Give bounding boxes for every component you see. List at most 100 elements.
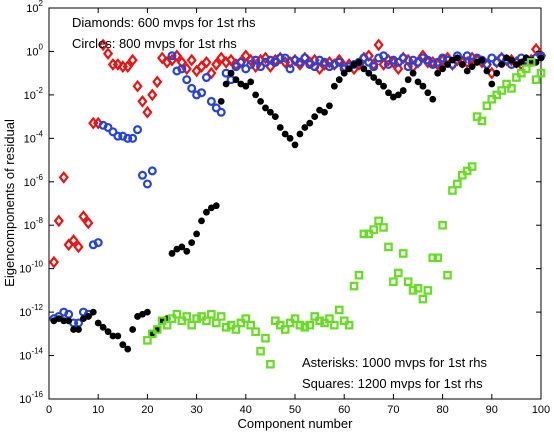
diamond-point	[157, 51, 168, 65]
square-point	[428, 253, 438, 263]
diamond-point	[78, 210, 89, 223]
circle-point	[103, 122, 113, 132]
square-point	[492, 90, 502, 100]
y-tick-base: 10	[19, 351, 31, 363]
asterisk-point	[70, 326, 77, 333]
x-tick-label: 80	[436, 404, 448, 416]
y-axis-title: Eigencomponents of residual	[2, 119, 17, 287]
square-point	[256, 346, 265, 356]
asterisk-point	[168, 250, 176, 257]
square-point	[231, 325, 241, 334]
square-point	[462, 166, 472, 176]
annotation-diamonds: Diamonds: 600 mvps for 1st rhs	[72, 15, 256, 30]
circle-point	[413, 57, 423, 67]
y-tick-base: 10	[24, 133, 36, 145]
y-tick-base: 10	[24, 177, 36, 189]
asterisk-point	[409, 69, 417, 77]
diamond-point	[73, 240, 84, 254]
y-tick-label: 10-4	[24, 129, 44, 145]
circle-point	[320, 57, 330, 67]
square-point	[152, 325, 162, 334]
square-point	[487, 94, 497, 104]
square-point	[172, 309, 182, 319]
asterisk-point	[65, 317, 73, 325]
asterisk-point	[203, 208, 210, 216]
square-point	[226, 320, 236, 330]
square-point	[275, 320, 285, 330]
circle-point	[147, 166, 157, 176]
asterisk-point	[267, 108, 274, 116]
square-point	[536, 68, 546, 78]
x-tick-label: 50	[289, 404, 301, 416]
asterisk-point	[311, 113, 319, 121]
square-point	[251, 327, 260, 336]
square-point	[285, 318, 295, 328]
circle-point	[187, 83, 197, 93]
asterisk-point	[281, 130, 289, 138]
square-point	[394, 268, 403, 278]
diamond-point	[142, 105, 153, 119]
square-point	[457, 170, 467, 180]
diamond-point	[58, 171, 69, 184]
asterisk-point	[493, 69, 501, 77]
y-axis: 10210010-210-410-610-810-1010-1210-1410-…	[19, 0, 541, 406]
circle-point	[423, 55, 433, 65]
circle-point	[403, 62, 413, 72]
circle-point	[167, 51, 177, 61]
asterisk-point	[222, 80, 230, 88]
plot-area	[48, 7, 542, 400]
asterisk-point	[286, 134, 294, 142]
asterisk-point	[385, 89, 392, 97]
asterisk-point	[330, 82, 338, 90]
y-tick-base: 10	[19, 394, 31, 406]
circle-point	[295, 57, 305, 67]
asterisk-point	[345, 65, 353, 73]
square-point	[349, 281, 359, 291]
diamond-point	[68, 234, 79, 247]
x-tick-label: 90	[486, 404, 498, 416]
asterisk-point	[434, 69, 442, 77]
square-point	[472, 112, 482, 121]
circle-point	[93, 238, 103, 248]
asterisk-point	[257, 98, 264, 105]
asterisk-point	[439, 65, 446, 73]
x-tick-label: 10	[92, 404, 104, 416]
asterisk-point	[380, 82, 387, 90]
circle-point	[369, 62, 379, 72]
asterisk-point	[399, 87, 407, 94]
square-point	[167, 314, 177, 323]
circle-point	[113, 131, 123, 141]
asterisk-point	[463, 67, 471, 75]
asterisk-point	[498, 61, 506, 68]
x-axis: 0 10 20 30 40 50 60 70 80 90 100	[46, 8, 550, 416]
circle-point	[433, 57, 443, 67]
asterisk-point	[104, 328, 112, 336]
asterisk-point	[183, 247, 191, 255]
y-tick-base: 10	[24, 90, 36, 102]
circle-point	[246, 59, 256, 69]
square-point	[143, 336, 152, 345]
diamond-point	[240, 49, 251, 63]
square-point	[216, 312, 226, 321]
square-point	[148, 329, 157, 339]
annotation-asterisks: Asterisks: 1000 mvps for 1st rhs	[302, 355, 487, 370]
square-point	[266, 359, 275, 369]
square-point	[453, 179, 462, 189]
circle-point	[231, 62, 241, 72]
asterisk-point	[301, 124, 309, 131]
asterisk-point	[458, 61, 466, 68]
circle-point	[216, 107, 226, 117]
y-tick-base: 10	[24, 220, 36, 232]
circle-point	[177, 64, 187, 74]
square-point	[207, 309, 216, 319]
diamond-point	[176, 55, 187, 69]
square-point	[334, 305, 344, 315]
asterisk-point	[198, 217, 205, 225]
asterisk-point	[252, 91, 260, 99]
circle-point	[275, 53, 285, 63]
asterisk-point	[483, 67, 491, 75]
square-point	[354, 270, 364, 280]
x-tick-label: 60	[338, 404, 350, 416]
asterisk-point	[242, 82, 250, 90]
square-point	[187, 320, 196, 330]
